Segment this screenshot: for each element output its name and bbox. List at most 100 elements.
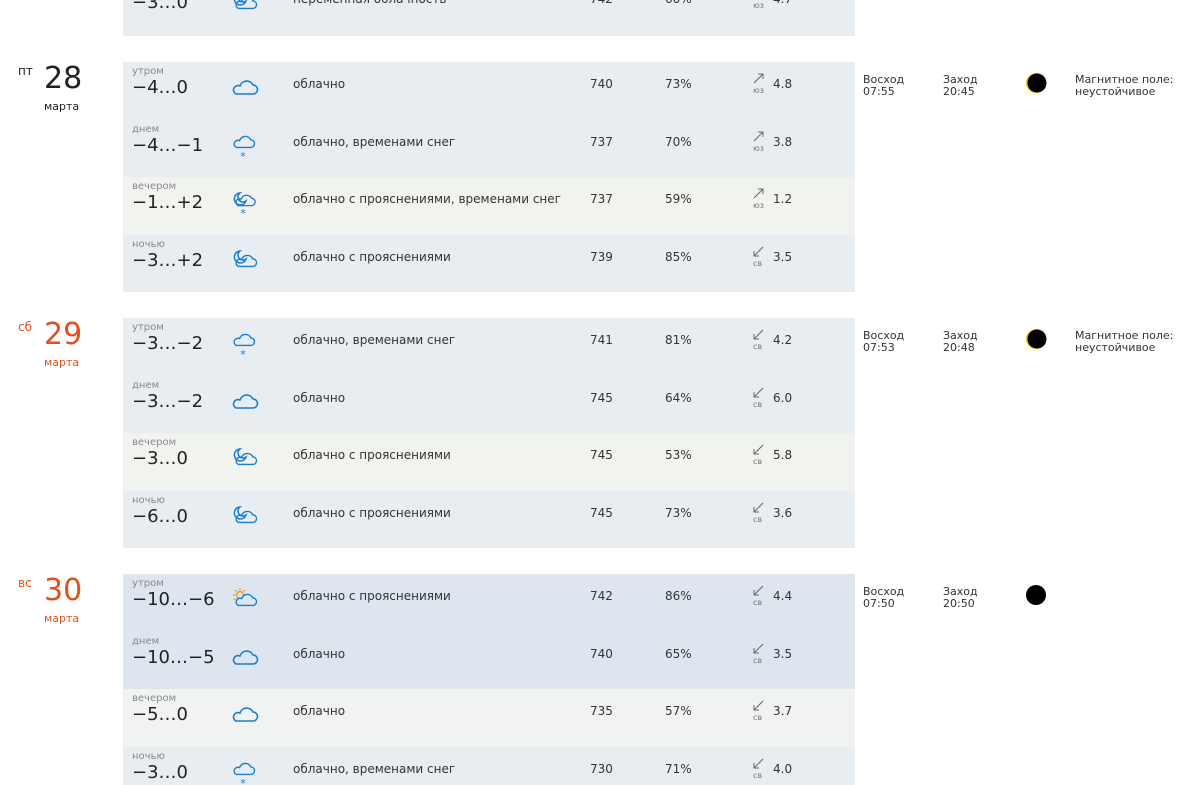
humidity: 73% [665, 505, 692, 520]
svg-text:*: * [240, 150, 246, 163]
wind-speed: 4.7 [773, 0, 792, 6]
weather-icon: * [231, 331, 261, 365]
weather-icon-svg [233, 0, 258, 10]
period-label: днем [132, 123, 160, 135]
moon-phase-svg [1026, 329, 1047, 349]
wind-arrow-svg [753, 188, 764, 199]
weather-icon-svg: * [233, 762, 256, 785]
sunset-time: 20:50 [943, 597, 975, 610]
wind-direction: св [753, 713, 763, 722]
humidity: 85% [665, 249, 692, 264]
period-label: утром [132, 578, 164, 589]
moon-phase-svg [1026, 585, 1046, 605]
temperature: −5…0 [132, 704, 188, 725]
pressure: 741 [590, 333, 613, 347]
sunset-label: Заход [943, 329, 978, 342]
weather-icon-svg [233, 448, 258, 466]
sunrise-time: 07:53 [863, 341, 895, 354]
description: облачно [293, 704, 346, 718]
temperature: −1…+2 [132, 192, 204, 213]
temperature: −3…−2 [132, 333, 204, 354]
description: облачно с прояснениями [293, 505, 451, 520]
wind-direction: св [753, 457, 763, 466]
humidity: 81% [665, 333, 692, 347]
weather-icon-svg [233, 249, 258, 267]
sunset-time: 20:45 [943, 85, 975, 98]
wind-direction: св [753, 399, 763, 409]
pressure: 745 [590, 505, 613, 520]
sunrise-label: Восход [863, 329, 905, 342]
wind-direction: юз [753, 201, 764, 210]
weather-icon-svg [233, 588, 258, 607]
wind-arrow [752, 71, 766, 90]
weather-icon: * [231, 760, 261, 785]
wind-arrow [752, 244, 766, 263]
wind-speed: 4.8 [773, 77, 793, 91]
weather-icon-svg: * [233, 192, 256, 220]
wind-arrow-svg [753, 329, 764, 340]
sunrise-label: Восход [863, 585, 905, 598]
magnetic-value: неустойчивое [1075, 85, 1156, 98]
humidity: 60% [665, 0, 692, 6]
wind-arrow-svg [753, 758, 764, 768]
wind-direction: св [753, 770, 763, 780]
temperature: −3…−2 [132, 390, 204, 412]
wind-arrow [752, 129, 766, 148]
day-block: утром −4…0 облачно 740 73% юз 4.8 днем −4…−1 * обл… [123, 62, 855, 292]
magnetic-label: Магнитное поле: [1075, 329, 1174, 342]
pressure: 735 [590, 704, 613, 718]
forecast-row: утром −10…−6 облачно с прояснениями 742 86% с… [123, 574, 855, 632]
temperature: −4…0 [132, 77, 188, 98]
pressure: 740 [590, 646, 613, 661]
day-block: −3…0 переменная облачность 742 60% юз 4.7 [123, 0, 855, 36]
wind-speed: 3.8 [773, 134, 793, 149]
wind-direction: св [753, 655, 763, 665]
temperature: −3…0 [132, 761, 188, 783]
moon-phase-svg [1026, 73, 1047, 93]
period-label: днем [132, 379, 160, 391]
wind-direction: юз [753, 143, 764, 153]
wind-direction: юз [753, 1, 764, 10]
temperature: −3…0 [132, 448, 188, 469]
period-label: днем [132, 635, 160, 647]
wind-arrow-svg [753, 700, 764, 711]
humidity: 59% [665, 192, 692, 206]
wind-direction: св [753, 258, 763, 268]
wind-arrow-svg [753, 502, 764, 512]
wind-speed: 3.7 [773, 704, 793, 718]
period-label: ночью [132, 238, 165, 250]
forecast-row: вечером −3…0 облачно с прояснениями 745 53% с… [123, 433, 855, 491]
wind-arrow [752, 385, 766, 404]
wind-speed: 3.6 [773, 505, 793, 520]
wind-arrow-svg [753, 585, 764, 596]
weather-icon-svg [232, 649, 259, 665]
moon-phase [1025, 584, 1047, 610]
description: облачно [293, 77, 346, 91]
description: облачно с прояснениями [293, 448, 451, 462]
magnetic-label: Магнитное поле: [1075, 73, 1174, 86]
pressure: 739 [590, 249, 613, 264]
weather-icon-svg [233, 505, 258, 523]
description: облачно, временами снег [293, 134, 456, 149]
period-label: вечером [132, 181, 177, 192]
svg-text:*: * [240, 207, 246, 220]
humidity: 53% [665, 448, 692, 462]
weather-icon-svg [232, 80, 259, 95]
wind-arrow-svg [753, 643, 764, 653]
magnetic-value: неустойчивое [1075, 341, 1156, 354]
sunset-time: 20:48 [943, 341, 975, 354]
forecast-row: ночью −3…0 * облачно, временами снег 730 71% с… [123, 746, 855, 785]
wind-arrow [752, 186, 766, 205]
wind-speed: 3.5 [773, 646, 793, 661]
description: переменная облачность [293, 0, 446, 6]
description: облачно с прояснениями [293, 249, 451, 264]
temperature: −10…−5 [132, 646, 215, 668]
forecast-row: утром −4…0 облачно 740 73% юз 4.8 [123, 62, 855, 120]
wind-arrow [752, 327, 766, 346]
temperature: −3…+2 [132, 249, 204, 271]
description: облачно, временами снег [293, 761, 456, 776]
temperature: −10…−6 [132, 589, 215, 610]
weather-icon [231, 75, 261, 109]
wind-arrow-svg [753, 73, 764, 84]
description: облачно [293, 390, 346, 405]
